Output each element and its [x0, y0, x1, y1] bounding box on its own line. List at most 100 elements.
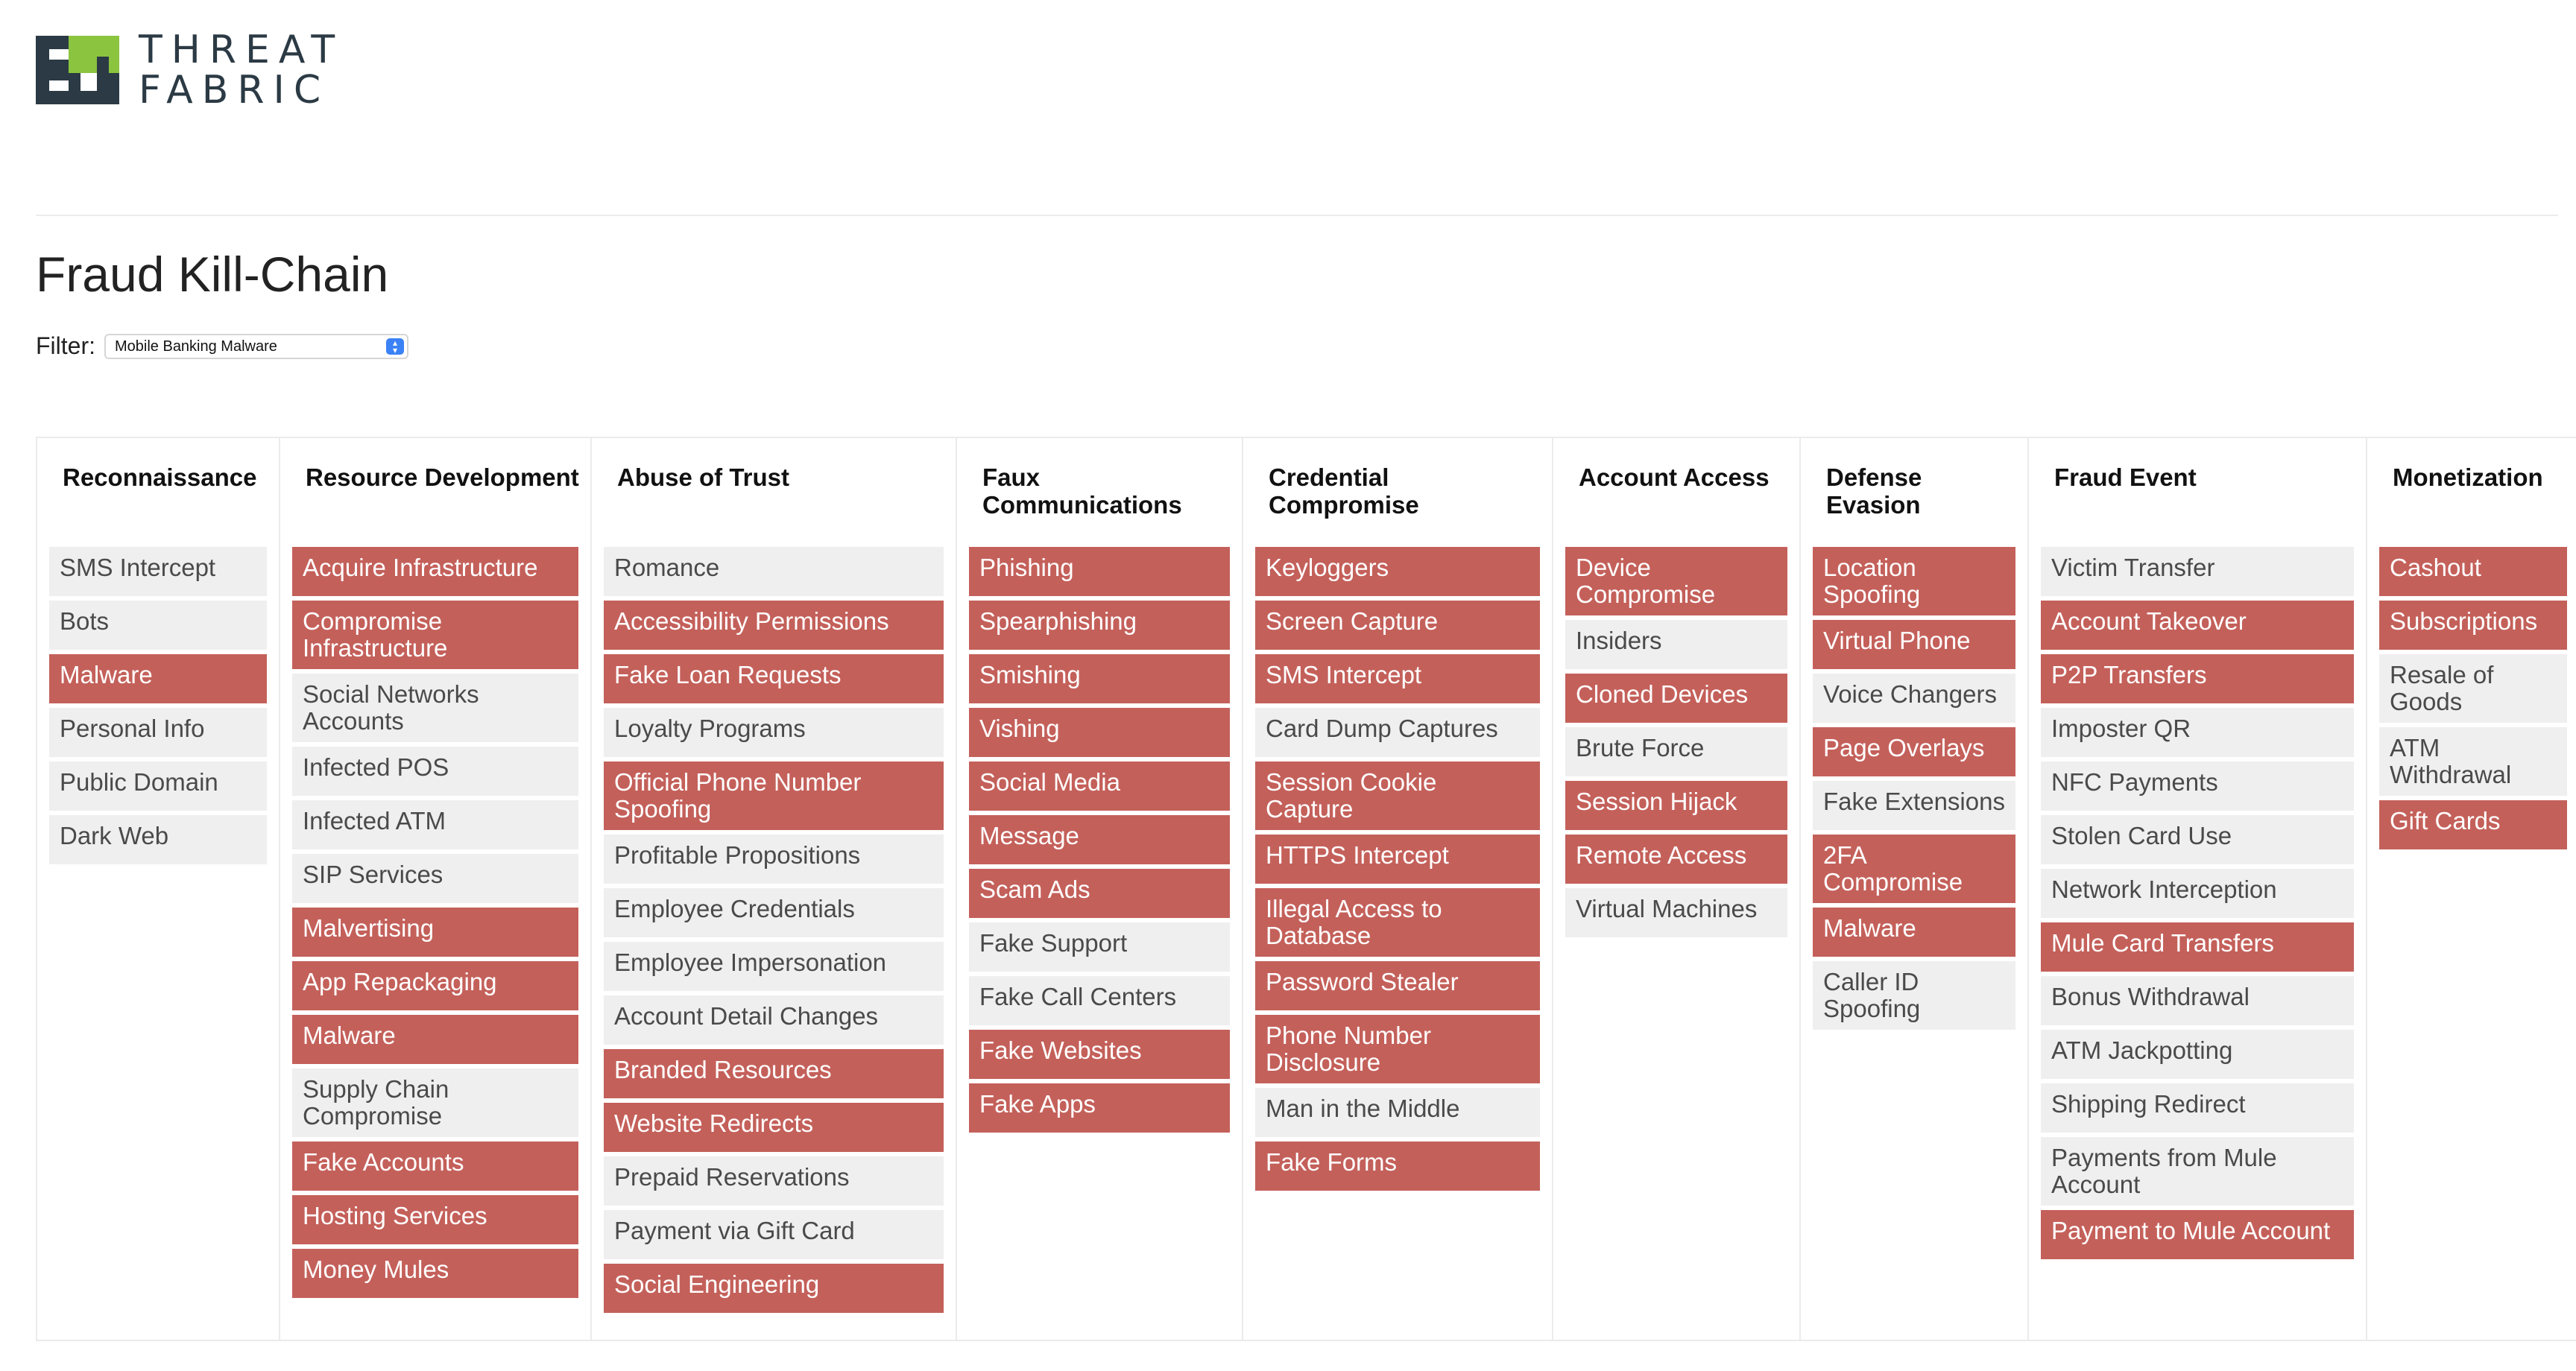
technique-item[interactable]: Imposter QR — [2041, 708, 2354, 757]
technique-item[interactable]: Phone Number Disclosure — [1255, 1015, 1540, 1083]
filter-select[interactable]: Mobile Banking Malware ▴ ▾ — [104, 333, 408, 359]
technique-item[interactable]: Personal Info — [49, 708, 267, 757]
threatfabric-logo-icon — [36, 36, 119, 104]
technique-item[interactable]: Website Redirects — [604, 1103, 944, 1152]
technique-item[interactable]: Acquire Infrastructure — [292, 547, 578, 596]
technique-item[interactable]: Fake Forms — [1255, 1142, 1540, 1191]
technique-item[interactable]: Page Overlays — [1813, 727, 2015, 776]
technique-item[interactable]: Fake Extensions — [1813, 781, 2015, 830]
column-items: Cashout Subscriptions Resale of Goods ATM W… — [2379, 547, 2567, 849]
technique-item[interactable]: Infected ATM — [292, 800, 578, 849]
technique-item[interactable]: Supply Chain Compromise — [292, 1068, 578, 1137]
technique-item[interactable]: Fake Websites — [969, 1030, 1230, 1079]
technique-item[interactable]: Cloned Devices — [1565, 674, 1787, 723]
technique-item[interactable]: Employee Impersonation — [604, 942, 944, 991]
technique-item[interactable]: Romance — [604, 547, 944, 596]
technique-item[interactable]: HTTPS Intercept — [1255, 835, 1540, 884]
technique-item[interactable]: Card Dump Captures — [1255, 708, 1540, 757]
technique-item[interactable]: Public Domain — [49, 762, 267, 811]
technique-item[interactable]: Prepaid Reservations — [604, 1156, 944, 1206]
technique-item[interactable]: Phishing — [969, 547, 1230, 596]
technique-item[interactable]: Fake Support — [969, 922, 1230, 972]
technique-item[interactable]: Location Spoofing — [1813, 547, 2015, 615]
technique-item[interactable]: Remote Access — [1565, 835, 1787, 884]
technique-item[interactable]: Man in the Middle — [1255, 1088, 1540, 1137]
column-credential-compromise: Credential Compromise Keyloggers Screen Ca… — [1242, 438, 1552, 1340]
technique-item[interactable]: Social Engineering — [604, 1264, 944, 1313]
technique-item[interactable]: Password Stealer — [1255, 961, 1540, 1010]
technique-item[interactable]: Resale of Goods — [2379, 654, 2567, 723]
technique-item[interactable]: Compromise Infrastructure — [292, 601, 578, 669]
technique-item[interactable]: Cashout — [2379, 547, 2567, 596]
technique-item[interactable]: Money Mules — [292, 1249, 578, 1298]
technique-item[interactable]: Fake Accounts — [292, 1142, 578, 1191]
technique-item[interactable]: SMS Intercept — [49, 547, 267, 596]
technique-item[interactable]: Device Compromise — [1565, 547, 1787, 615]
technique-item[interactable]: Account Takeover — [2041, 601, 2354, 650]
page-title: Fraud Kill-Chain — [36, 247, 389, 302]
technique-item[interactable]: NFC Payments — [2041, 762, 2354, 811]
technique-item[interactable]: Employee Credentials — [604, 888, 944, 937]
column-items: Phishing Spearphishing Smishing Vishing Soci… — [969, 547, 1230, 1133]
technique-item[interactable]: Voice Changers — [1813, 674, 2015, 723]
technique-item[interactable]: Fake Loan Requests — [604, 654, 944, 703]
column-account-access: Account Access Device Compromise Insiders C… — [1552, 438, 1799, 1340]
technique-item[interactable]: Bonus Withdrawal — [2041, 976, 2354, 1025]
technique-item[interactable]: Malware — [49, 654, 267, 703]
technique-item[interactable]: Accessibility Permissions — [604, 601, 944, 650]
filter-select-value: Mobile Banking Malware — [115, 338, 277, 355]
technique-item[interactable]: SMS Intercept — [1255, 654, 1540, 703]
technique-item[interactable]: Vishing — [969, 708, 1230, 757]
technique-item[interactable]: Malware — [292, 1015, 578, 1064]
technique-item[interactable]: Payment via Gift Card — [604, 1210, 944, 1259]
technique-item[interactable]: Gift Cards — [2379, 800, 2567, 849]
technique-item[interactable]: Malware — [1813, 908, 2015, 957]
technique-item[interactable]: Subscriptions — [2379, 601, 2567, 650]
technique-item[interactable]: Shipping Redirect — [2041, 1083, 2354, 1133]
threatfabric-logo[interactable]: THREAT FABRIC — [36, 30, 344, 110]
technique-item[interactable]: Caller ID Spoofing — [1813, 961, 2015, 1030]
column-heading: Defense Evasion — [1826, 463, 1922, 519]
technique-item[interactable]: Message — [969, 815, 1230, 864]
technique-item[interactable]: Scam Ads — [969, 869, 1230, 918]
technique-item[interactable]: Screen Capture — [1255, 601, 1540, 650]
column-heading: Reconnaissance — [63, 463, 257, 491]
technique-item[interactable]: Spearphishing — [969, 601, 1230, 650]
technique-item[interactable]: Loyalty Programs — [604, 708, 944, 757]
technique-item[interactable]: Social Networks Accounts — [292, 674, 578, 742]
technique-item[interactable]: Bots — [49, 601, 267, 650]
technique-item[interactable]: Mule Card Transfers — [2041, 922, 2354, 972]
technique-item[interactable]: Profitable Propositions — [604, 835, 944, 884]
technique-item[interactable]: Network Interception — [2041, 869, 2354, 918]
technique-item[interactable]: Official Phone Number Spoofing — [604, 762, 944, 830]
technique-item[interactable]: Payments from Mule Account — [2041, 1137, 2354, 1206]
technique-item[interactable]: Stolen Card Use — [2041, 815, 2354, 864]
technique-item[interactable]: ATM Withdrawal — [2379, 727, 2567, 796]
technique-item[interactable]: Keyloggers — [1255, 547, 1540, 596]
technique-item[interactable]: Hosting Services — [292, 1195, 578, 1244]
technique-item[interactable]: Virtual Machines — [1565, 888, 1787, 937]
technique-item[interactable]: Insiders — [1565, 620, 1787, 669]
technique-item[interactable]: Smishing — [969, 654, 1230, 703]
technique-item[interactable]: ATM Jackpotting — [2041, 1030, 2354, 1079]
technique-item[interactable]: Branded Resources — [604, 1049, 944, 1098]
technique-item[interactable]: 2FA Compromise — [1813, 835, 2015, 903]
technique-item[interactable]: Infected POS — [292, 747, 578, 796]
technique-item[interactable]: Brute Force — [1565, 727, 1787, 776]
technique-item[interactable]: Fake Call Centers — [969, 976, 1230, 1025]
kill-chain-board: Reconnaissance SMS Intercept Bots Malware Pe… — [36, 437, 2576, 1341]
technique-item[interactable]: Account Detail Changes — [604, 995, 944, 1045]
technique-item[interactable]: Virtual Phone — [1813, 620, 2015, 669]
technique-item[interactable]: Malvertising — [292, 908, 578, 957]
technique-item[interactable]: P2P Transfers — [2041, 654, 2354, 703]
technique-item[interactable]: Illegal Access to Database — [1255, 888, 1540, 957]
technique-item[interactable]: Payment to Mule Account — [2041, 1210, 2354, 1259]
technique-item[interactable]: App Repackaging — [292, 961, 578, 1010]
technique-item[interactable]: SIP Services — [292, 854, 578, 903]
technique-item[interactable]: Fake Apps — [969, 1083, 1230, 1133]
technique-item[interactable]: Session Cookie Capture — [1255, 762, 1540, 830]
technique-item[interactable]: Session Hijack — [1565, 781, 1787, 830]
technique-item[interactable]: Social Media — [969, 762, 1230, 811]
technique-item[interactable]: Victim Transfer — [2041, 547, 2354, 596]
technique-item[interactable]: Dark Web — [49, 815, 267, 864]
